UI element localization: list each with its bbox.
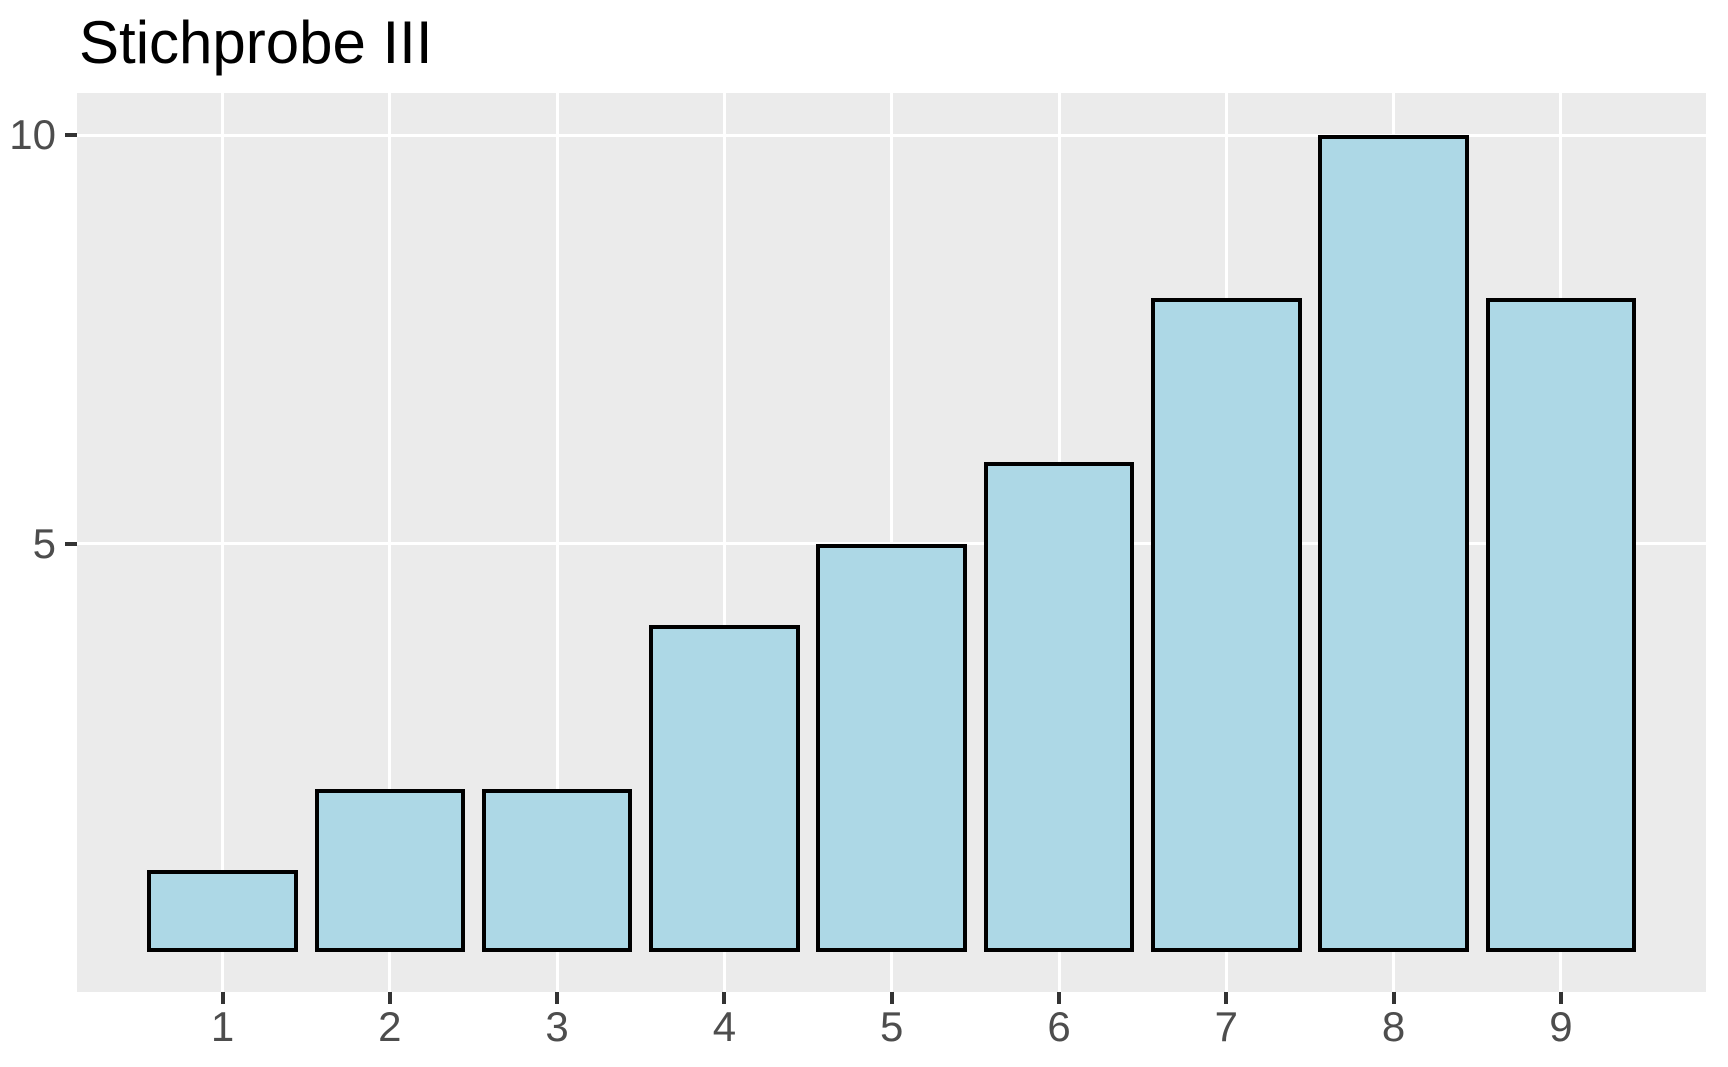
chart-title: Stichprobe III — [79, 9, 433, 76]
x-axis-tick — [555, 992, 560, 1004]
bar — [1485, 298, 1637, 952]
bar — [147, 870, 298, 952]
x-axis-label: 5 — [880, 1003, 904, 1050]
x-axis-label: 4 — [712, 1003, 737, 1050]
x-axis-tick — [1057, 992, 1061, 1004]
bar — [314, 788, 466, 952]
y-axis-label: 5 — [32, 519, 56, 567]
x-axis-label: 8 — [1381, 1003, 1406, 1050]
bar — [983, 461, 1135, 952]
x-axis-tick — [1558, 992, 1563, 1004]
x-gridline — [221, 93, 224, 992]
bar — [649, 625, 800, 952]
x-axis-tick — [387, 992, 392, 1004]
bar — [816, 543, 967, 952]
x-gridline — [555, 93, 559, 992]
x-axis-label: 7 — [1214, 1003, 1238, 1050]
x-gridline — [388, 93, 392, 992]
y-axis-tick — [65, 541, 77, 546]
x-axis-label: 6 — [1047, 1003, 1071, 1050]
bar — [1151, 298, 1302, 952]
x-axis-label: 9 — [1549, 1003, 1573, 1050]
x-axis-tick — [889, 992, 894, 1004]
x-axis-tick — [220, 992, 225, 1004]
x-axis-label: 1 — [210, 1003, 235, 1050]
plot-panel — [77, 93, 1706, 992]
x-axis-tick — [1224, 992, 1229, 1004]
x-gridline — [890, 93, 894, 992]
x-axis-tick — [1391, 992, 1396, 1004]
x-axis-tick — [722, 992, 727, 1004]
bar — [481, 788, 633, 952]
x-gridline — [722, 93, 726, 992]
y-axis-tick — [65, 133, 77, 137]
y-axis-label: 10 — [9, 111, 56, 158]
bar — [1318, 135, 1469, 952]
x-axis-label: 2 — [378, 1003, 402, 1050]
x-axis-label: 3 — [545, 1003, 569, 1050]
